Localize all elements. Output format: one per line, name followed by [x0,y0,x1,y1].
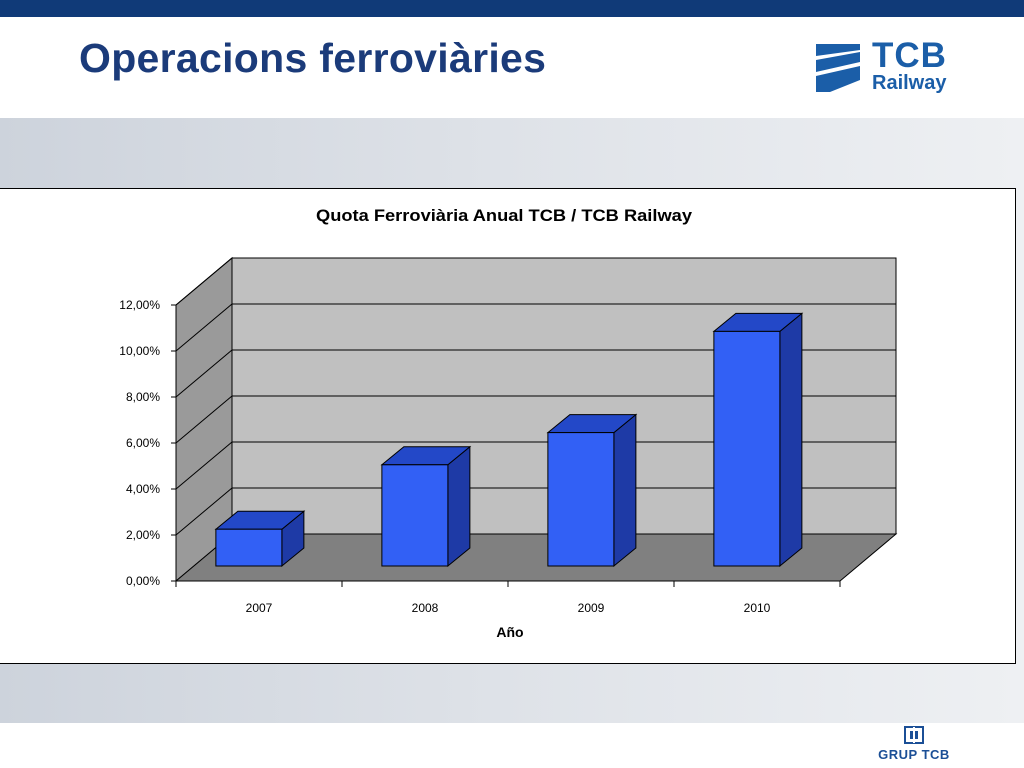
gridline [175,257,896,306]
top-bar [0,0,1024,17]
logo-name: TCB [872,36,947,75]
x-tick-label: 2007 [246,601,273,615]
y-tick-label: 10,00% [119,344,160,358]
gridline [175,395,896,444]
chart-frame: Quota Ferroviària Anual TCB / TCB Railwa… [0,188,1016,664]
gridline [175,349,896,398]
grup-tcb-icon [904,726,924,744]
y-tick-label: 6,00% [126,436,160,450]
gridline [175,487,896,536]
y-tick-label: 2,00% [126,528,160,542]
y-tick-label: 8,00% [126,390,160,404]
chart-title: Quota Ferroviària Anual TCB / TCB Railwa… [316,206,693,225]
bar-2009 [547,432,615,567]
x-tick-label: 2010 [744,601,771,615]
tcb-railway-logo-icon [816,44,860,92]
slide-title: Operacions ferroviàries [79,35,547,81]
tcb-railway-logo: TCB Railway [872,38,947,93]
x-axis-label: Año [496,624,523,640]
y-tick-label: 0,00% [126,574,160,588]
y-tick-label: 12,00% [119,298,160,312]
bar-side [447,445,471,568]
bar-2007 [215,528,283,567]
gridline [175,303,896,352]
bar-side [779,312,803,568]
bar-2010 [713,330,781,567]
bar-2008 [381,464,449,567]
logo-sub: Railway [872,72,947,94]
slide-header [0,17,1024,118]
y-tick-label: 4,00% [126,482,160,496]
x-tick-label: 2008 [412,601,439,615]
rail-share-chart: Quota Ferroviària Anual TCB / TCB Railwa… [119,206,898,640]
grup-tcb-logo: GRUP TCB [872,726,956,762]
gridline [175,441,896,490]
footer-logo-text: GRUP TCB [878,747,950,762]
x-tick-label: 2009 [578,601,605,615]
bar-side [613,413,637,568]
